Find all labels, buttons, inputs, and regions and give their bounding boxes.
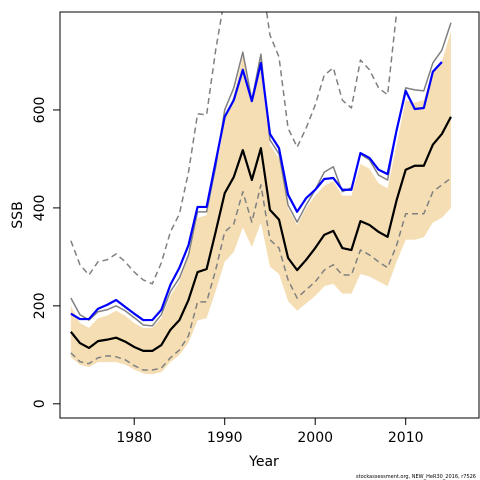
x-tick-label: 2000 bbox=[297, 430, 333, 446]
series-line bbox=[70, 12, 398, 285]
x-tick-label: 1990 bbox=[207, 430, 243, 446]
x-tick-label: 2010 bbox=[388, 430, 424, 446]
y-axis-label: SSB bbox=[10, 201, 26, 228]
plot-area bbox=[70, 12, 452, 375]
x-tick-label: 1980 bbox=[116, 430, 152, 446]
y-tick-label: 0 bbox=[32, 399, 48, 408]
plot-frame bbox=[59, 11, 480, 419]
series-line bbox=[70, 61, 443, 322]
series-line bbox=[70, 177, 452, 371]
series-line bbox=[70, 22, 452, 327]
x-axis-label: Year bbox=[248, 454, 279, 470]
y-tick-label: 200 bbox=[32, 292, 48, 319]
series-line bbox=[70, 116, 452, 353]
y-tick-label: 600 bbox=[32, 97, 48, 124]
y-tick-label: 400 bbox=[32, 195, 48, 222]
footnote: stockassessment.org, NEW_HeR30_2016, r75… bbox=[356, 474, 476, 480]
confidence-band bbox=[70, 31, 451, 375]
